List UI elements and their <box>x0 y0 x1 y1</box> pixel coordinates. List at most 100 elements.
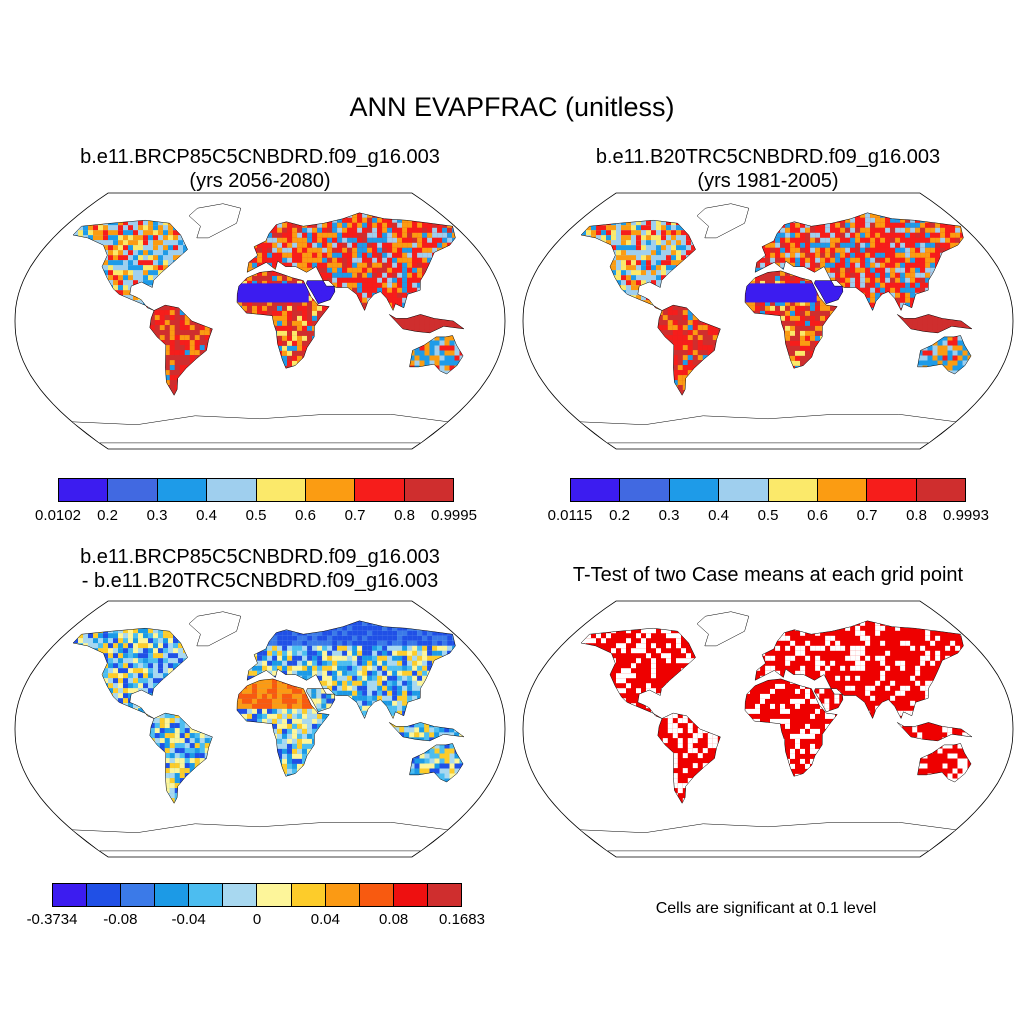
colorbar-swatch <box>916 479 965 501</box>
landmass-greenland <box>189 203 241 238</box>
coastline <box>246 620 456 720</box>
colorbar-future <box>58 478 454 502</box>
colorbar-swatch <box>223 884 258 906</box>
coastline <box>754 212 964 312</box>
landmass-antarctica <box>580 414 956 443</box>
coastline <box>579 414 957 444</box>
colorbar-tick-label: 0.4 <box>708 507 729 524</box>
colorbar-swatch <box>325 884 360 906</box>
colorbar-swatch <box>256 479 306 501</box>
landmass-seasia <box>389 722 464 741</box>
colorbar-swatch <box>257 884 292 906</box>
coastline <box>188 203 242 239</box>
coastline <box>580 219 696 311</box>
coastline <box>149 712 213 804</box>
coastline <box>814 688 844 713</box>
coastline <box>246 212 456 312</box>
coastline <box>72 627 188 719</box>
coastline <box>389 722 465 742</box>
colorbar-tick-label: -0.08 <box>103 911 138 928</box>
colorbar-tick-label: 0.1683 <box>439 911 485 928</box>
colorbar-tick-label: 0.7 <box>856 507 878 524</box>
coastline <box>917 335 972 375</box>
panel-title-line2: (yrs 2056-2080) <box>189 170 331 192</box>
landmass-antarctica <box>72 414 448 443</box>
coastline <box>71 822 449 852</box>
coastline <box>897 722 973 742</box>
colorbar-tick-label: 0.5 <box>757 507 779 524</box>
colorbar-swatch <box>768 479 818 501</box>
colorbar-tick-label: 0.2 <box>97 507 118 524</box>
colorbar-swatch <box>87 884 122 906</box>
colorbar-tick-label: 0.3 <box>146 507 168 524</box>
colorbar-tick-label: 0.0115 <box>547 507 593 524</box>
panel-title-line1: b.e11.B20TRC5CNBDRD.f09_g16.003 <box>595 146 941 168</box>
coastline <box>696 611 750 647</box>
coastline <box>188 611 242 647</box>
coastline <box>754 620 964 720</box>
colorbar-tick-label: 0.6 <box>295 507 316 524</box>
coastline <box>409 335 464 375</box>
panel-title-ttest: T-Test of two Case means at each grid po… <box>572 564 964 586</box>
coastline <box>917 743 972 783</box>
colorbar-tick-label: 0.5 <box>245 507 267 524</box>
colorbar-swatch <box>207 479 257 501</box>
colorbar-swatch <box>291 884 326 906</box>
figure-title: ANN EVAPFRAC (unitless) <box>349 92 675 122</box>
colorbar-tick-label: 0.0102 <box>35 507 81 524</box>
coastline <box>236 678 330 777</box>
colorbar-swatch <box>53 884 88 906</box>
coastline <box>149 304 213 396</box>
panel-title-line1: b.e11.BRCP85C5CNBDRD.f09_g16.003 <box>80 546 440 568</box>
colorbar-swatch <box>719 479 769 501</box>
map-historical <box>522 192 1014 450</box>
coastline <box>72 219 188 311</box>
colorbar-swatch <box>121 884 156 906</box>
colorbar-swatch <box>393 884 428 906</box>
colorbar-swatch <box>108 479 158 501</box>
colorbar-swatch <box>867 479 917 501</box>
colorbar-swatch <box>359 884 394 906</box>
colorbar-tick-label: 0.8 <box>394 507 415 524</box>
colorbar-tick-label: 0.9995 <box>431 507 477 524</box>
landmass-greenland <box>697 611 749 646</box>
coastline <box>696 203 750 239</box>
coastline <box>236 270 330 369</box>
coastline <box>814 280 844 305</box>
colorbar-swatch <box>155 884 190 906</box>
colorbar-swatch <box>157 479 208 501</box>
colorbar-swatch <box>355 479 405 501</box>
colorbar-tick-label: 0.7 <box>344 507 366 524</box>
colorbar-tick-label: 0.8 <box>906 507 927 524</box>
colorbar-swatch <box>669 479 720 501</box>
panel-title-line2: (yrs 1981-2005) <box>697 170 839 192</box>
colorbar-tick-label: 0.08 <box>379 911 409 928</box>
map-ttest <box>522 600 1014 858</box>
landmass-australia <box>409 335 464 374</box>
colorbar-swatch <box>305 479 356 501</box>
colorbar-swatch <box>571 479 621 501</box>
colorbar-tick-label: -0.04 <box>171 911 206 928</box>
coastline <box>657 304 721 396</box>
coastline <box>306 280 336 305</box>
coastline <box>579 822 957 852</box>
colorbar-tick-label: -0.3734 <box>26 911 78 928</box>
colorbar-historical <box>570 478 966 502</box>
landmass-greenland <box>189 611 241 646</box>
panel-title-future: b.e11.BRCP85C5CNBDRD.f09_g16.003 (yrs 20… <box>10 145 510 193</box>
coastline <box>71 414 449 444</box>
landmass-greenland <box>697 203 749 238</box>
colorbar-difference <box>52 883 462 907</box>
colorbar-tick-label: 0.6 <box>807 507 828 524</box>
colorbar-swatch <box>404 479 453 501</box>
colorbar-tick-label: 0 <box>252 911 262 928</box>
coastline <box>306 688 336 713</box>
colorbar-swatch <box>189 884 224 906</box>
map-difference <box>14 600 506 858</box>
coastline <box>389 314 465 334</box>
coastline <box>409 743 464 783</box>
panel-title-line2: - b.e11.B20TRC5CNBDRD.f09_g16.003 <box>81 570 439 592</box>
panel-title-line1: b.e11.BRCP85C5CNBDRD.f09_g16.003 <box>80 146 440 168</box>
colorbar-swatch <box>620 479 670 501</box>
colorbar-tick-label: 0.9993 <box>943 507 989 524</box>
